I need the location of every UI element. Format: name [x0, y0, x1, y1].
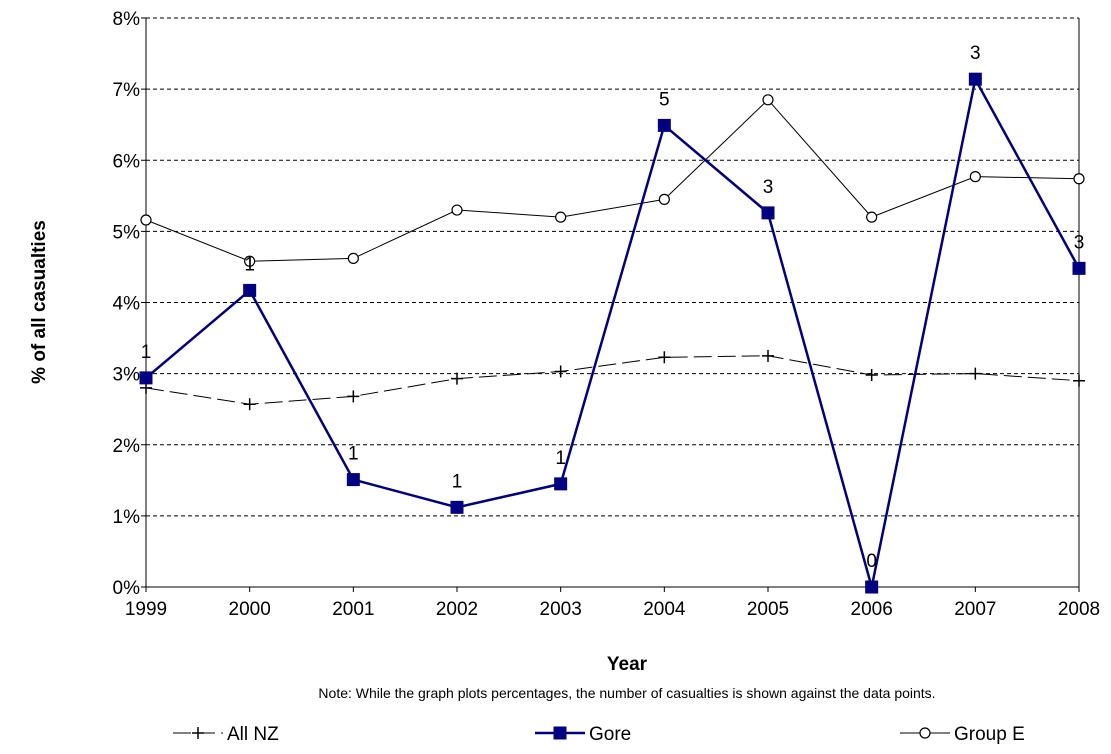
x-tick-label: 1999 — [125, 599, 167, 620]
marker-square — [553, 726, 567, 740]
marker-square — [865, 580, 879, 594]
marker-circle — [555, 211, 567, 223]
data-label: 3 — [970, 43, 981, 64]
data-label: 3 — [1074, 232, 1085, 253]
data-label: 3 — [763, 177, 774, 198]
chart-note: Note: While the graph plots percentages,… — [318, 685, 935, 701]
y-tick-label: 4% — [113, 294, 141, 315]
x-tick-label: 2001 — [332, 599, 374, 620]
data-label: 1 — [452, 471, 463, 492]
series-gore — [139, 72, 1086, 594]
y-axis-title: % of all casualties — [29, 220, 50, 384]
data-label: 0 — [866, 551, 877, 572]
x-axis-title: Year — [607, 654, 648, 675]
marker-circle — [347, 252, 359, 265]
data-label: 5 — [659, 89, 670, 110]
point-labels: 1 1 1 1 1 5 3 0 3 3 — [141, 43, 1085, 572]
y-tick-label: 0% — [113, 578, 141, 599]
x-tick-label: 2007 — [954, 599, 996, 620]
x-tick-label: 2002 — [436, 599, 478, 620]
x-axis-ticks: 1999 2000 2001 2002 2003 2004 2005 2006 2007 2008 — [125, 587, 1100, 620]
marker-square — [346, 473, 360, 487]
marker-plus — [243, 398, 256, 411]
y-tick-label: 2% — [113, 436, 141, 457]
y-tick-label: 3% — [113, 365, 141, 386]
y-tick-label: 5% — [113, 222, 141, 243]
x-tick-label: 2008 — [1058, 599, 1100, 620]
marker-square — [554, 477, 568, 491]
y-tick-label: 7% — [113, 80, 141, 101]
x-tick-label: 2006 — [851, 599, 893, 620]
marker-square — [657, 118, 671, 132]
marker-plus — [347, 390, 360, 403]
marker-circle — [451, 204, 463, 216]
grid-lines — [146, 17, 1079, 517]
y-tick-label: 6% — [113, 151, 141, 172]
series-line — [145, 355, 1080, 405]
legend-label: All NZ — [227, 724, 279, 745]
marker-square — [1072, 261, 1086, 275]
legend: All NZ Gore Group E — [173, 724, 1025, 745]
data-label: 1 — [555, 448, 566, 469]
marker-circle — [866, 211, 878, 223]
legend-item-all-nz: All NZ — [173, 724, 279, 745]
marker-circle — [919, 727, 931, 739]
marker-plus — [451, 372, 463, 385]
y-tick-label: 1% — [113, 507, 141, 528]
marker-square — [761, 206, 775, 220]
y-axis-ticks: 0% 1% 2% 3% 4% 5% 6% 7% 8% — [113, 9, 146, 599]
marker-circle — [969, 171, 981, 183]
marker-circle — [244, 255, 256, 267]
legend-item-gore: Gore — [535, 724, 631, 745]
x-tick-label: 2003 — [540, 599, 582, 620]
legend-label: Gore — [589, 724, 631, 745]
marker-square — [243, 283, 257, 297]
marker-plus — [192, 727, 204, 739]
marker-circle — [762, 94, 774, 106]
marker-square — [139, 371, 153, 385]
data-label: 1 — [348, 444, 359, 465]
marker-plus — [762, 349, 774, 362]
x-tick-label: 2004 — [643, 599, 686, 620]
legend-item-group-e: Group E — [900, 724, 1025, 745]
y-tick-label: 8% — [113, 9, 141, 30]
marker-circle — [140, 214, 152, 226]
marker-plus — [658, 351, 671, 364]
series-line — [145, 99, 1080, 262]
marker-plus — [554, 365, 567, 378]
series-group-e — [140, 94, 1085, 267]
marker-plus — [1073, 374, 1085, 387]
series-line — [145, 75, 1081, 588]
series — [139, 72, 1086, 594]
marker-square — [450, 500, 464, 514]
data-label: 1 — [141, 342, 152, 363]
x-tick-label: 2005 — [747, 599, 789, 620]
series-all-nz — [140, 349, 1085, 411]
legend-label: Group E — [954, 724, 1025, 745]
marker-square — [968, 72, 982, 86]
marker-plus — [969, 367, 982, 380]
x-tick-label: 2000 — [229, 599, 271, 620]
data-label: 1 — [244, 254, 255, 275]
marker-circle — [658, 193, 670, 205]
marker-circle — [1073, 173, 1085, 185]
marker-plus — [865, 369, 878, 382]
